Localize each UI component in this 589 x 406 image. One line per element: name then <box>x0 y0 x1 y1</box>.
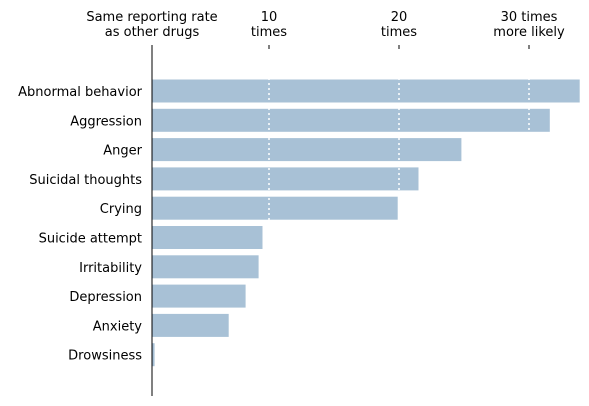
x-tick-label: 10 times <box>251 10 287 40</box>
category-label: Irritability <box>79 261 142 276</box>
category-label: Crying <box>100 202 142 217</box>
x-tick-label: 20 times <box>381 10 417 40</box>
bar-abnormal-behavior <box>152 79 580 103</box>
category-label: Aggression <box>70 114 142 129</box>
x-axis-ticks: Same reporting rate as other drugs 10 times… <box>86 10 565 49</box>
gridlines <box>268 53 530 395</box>
x-tick-label: 30 times more likely <box>493 10 565 40</box>
category-label: Anger <box>103 144 142 159</box>
bar-crying <box>152 196 398 220</box>
category-label: Anxiety <box>93 319 143 334</box>
category-label: Suicide attempt <box>39 232 142 247</box>
category-label: Drowsiness <box>68 349 142 364</box>
bar-anger <box>152 138 462 162</box>
category-label: Abnormal behavior <box>18 85 143 100</box>
bar-depression <box>152 284 246 308</box>
bar-suicidal-thoughts <box>152 167 419 191</box>
bar-suicide-attempt <box>152 226 263 249</box>
category-label: Depression <box>69 290 142 305</box>
x-tick-label: Same reporting rate as other drugs <box>86 10 217 40</box>
category-labels: Abnormal behavior Aggression Anger Suicidal… <box>18 85 143 364</box>
bar-irritability <box>152 255 259 279</box>
bar-drowsiness <box>152 343 155 367</box>
bars <box>152 79 580 367</box>
bar-aggression <box>152 108 550 132</box>
category-label: Suicidal thoughts <box>29 173 142 188</box>
bar-anxiety <box>152 313 229 337</box>
